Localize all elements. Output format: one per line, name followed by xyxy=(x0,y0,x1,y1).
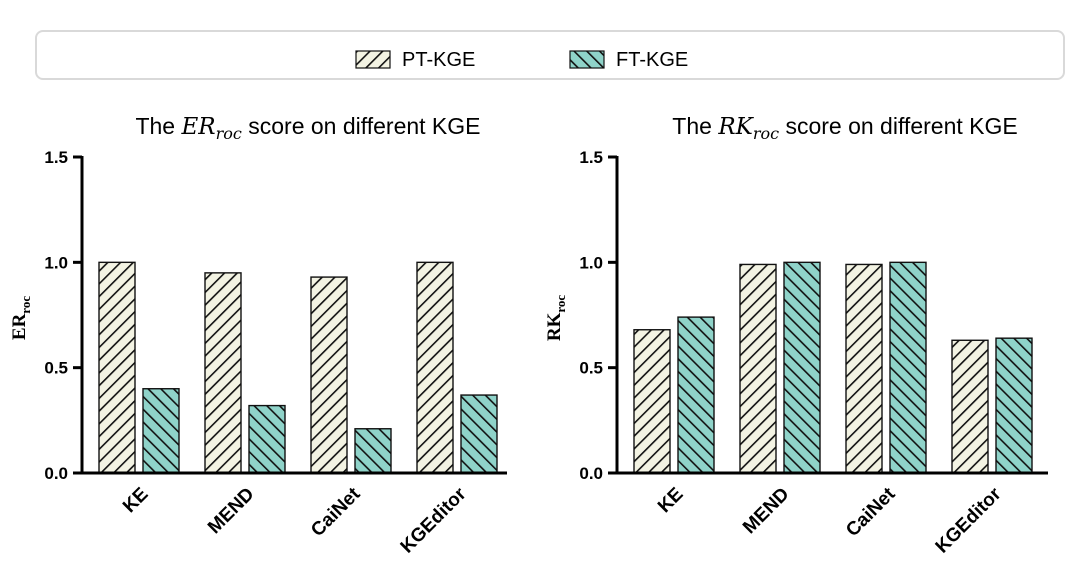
title-math: ER xyxy=(181,114,216,140)
y-tick-label: 1.0 xyxy=(44,253,68,272)
legend: PT-KGE FT-KGE xyxy=(355,49,688,71)
legend-label-pt: PT-KGE xyxy=(402,49,475,71)
y-axis-label-main: ER xyxy=(9,313,30,340)
bar-ft-kge-ke xyxy=(142,388,180,474)
y-axis-label-sub: roc xyxy=(18,296,33,314)
category-label: MEND xyxy=(204,484,258,538)
y-tick-label: 0.0 xyxy=(44,464,68,483)
category-label: KGEditor xyxy=(932,483,1006,557)
bar-pt-kge-cainet xyxy=(845,263,883,474)
category-label: CaiNet xyxy=(842,483,900,541)
bar-ft-kge-mend xyxy=(248,404,286,474)
legend-label-ft: FT-KGE xyxy=(616,49,688,71)
title-math: RK xyxy=(717,114,754,140)
bar-ft-kge-mend xyxy=(783,261,821,474)
title-math-sub: roc xyxy=(753,124,779,143)
bar-pt-kge-kgeditor xyxy=(951,339,989,474)
title-prefix: The xyxy=(672,113,718,139)
y-tick-label: 1.0 xyxy=(579,253,603,272)
category-label: KE xyxy=(654,484,688,518)
bar-pt-kge-kgeditor xyxy=(416,261,454,474)
category-label: MEND xyxy=(739,484,793,538)
y-axis-label-sub: roc xyxy=(553,295,568,313)
bar-ft-kge-kgeditor xyxy=(460,394,498,474)
chart-title: The ERroc score on different KGE xyxy=(135,113,480,143)
legend-swatch-pt xyxy=(355,50,391,69)
legend-box xyxy=(35,30,1065,80)
y-axis-label-main: RK xyxy=(544,312,565,341)
chart-er-roc: The ERroc score on different KGE ERroc K… xyxy=(9,113,507,558)
chart-title: The RKroc score on different KGE xyxy=(672,113,1017,143)
y-axis-label: ERroc xyxy=(9,296,33,340)
category-label: KE xyxy=(119,484,153,518)
y-axis-label: RKroc xyxy=(544,295,568,342)
title-suffix: score on different KGE xyxy=(242,113,481,139)
y-tick-label: 1.5 xyxy=(44,148,68,167)
title-prefix: The xyxy=(135,113,181,139)
bar-ft-kge-kgeditor xyxy=(995,337,1033,474)
y-tick-label: 1.5 xyxy=(579,148,603,167)
y-tick-label: 0.5 xyxy=(579,359,603,378)
bar-ft-kge-ke xyxy=(677,316,715,474)
chart-rk-roc: The RKroc score on different KGE RKroc K… xyxy=(544,113,1048,558)
bar-pt-kge-ke xyxy=(98,261,136,474)
legend-swatch-ft xyxy=(569,50,605,69)
bar-pt-kge-mend xyxy=(204,272,242,474)
bar-pt-kge-cainet xyxy=(310,276,348,474)
bar-pt-kge-ke xyxy=(633,329,671,474)
category-label: CaiNet xyxy=(307,483,365,541)
bar-ft-kge-cainet xyxy=(354,428,392,474)
category-label: KGEditor xyxy=(397,483,471,557)
bar-ft-kge-cainet xyxy=(889,261,927,474)
y-tick-label: 0.5 xyxy=(44,359,68,378)
bar-pt-kge-mend xyxy=(739,263,777,474)
y-tick-label: 0.0 xyxy=(579,464,603,483)
title-suffix: score on different KGE xyxy=(779,113,1018,139)
title-math-sub: roc xyxy=(216,124,242,143)
